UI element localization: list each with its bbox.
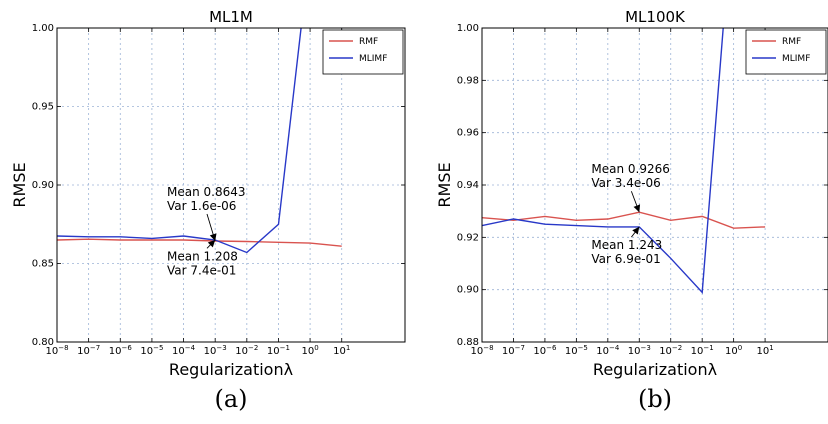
annotation-text: Var 7.4e-01 bbox=[167, 263, 236, 277]
legend-box bbox=[745, 29, 827, 75]
series-group bbox=[482, 28, 766, 294]
x-axis-label: Regularizationλ bbox=[593, 360, 717, 379]
annotation-arrowhead bbox=[633, 204, 641, 213]
x-tick-label: 100 bbox=[725, 344, 742, 357]
x-tick-label: 10−7 bbox=[502, 344, 525, 357]
x-tick-label: 10−3 bbox=[204, 344, 227, 357]
y-tick-label: 0.95 bbox=[32, 102, 54, 113]
annotation-text: Var 1.6e-06 bbox=[167, 199, 236, 213]
x-tick-label: 10−8 bbox=[45, 344, 68, 357]
x-tick-label: 10−8 bbox=[470, 344, 493, 357]
x-tick-label: 10−4 bbox=[172, 344, 196, 357]
legend-label: RMF bbox=[782, 37, 801, 47]
legend-label: MLIMF bbox=[359, 54, 387, 64]
x-tick-label: 10−3 bbox=[628, 344, 651, 357]
y-tick-label: 0.90 bbox=[32, 180, 54, 191]
y-axis-label: RMSE bbox=[435, 162, 454, 207]
y-tick-label: 0.85 bbox=[32, 259, 54, 270]
x-tick-label: 101 bbox=[333, 344, 350, 357]
panel-caption: (a) bbox=[214, 385, 247, 413]
annotation-text: Mean 0.9266 bbox=[591, 162, 670, 176]
x-tick-label: 10−4 bbox=[596, 344, 620, 357]
y-tick-label: 0.92 bbox=[457, 232, 479, 243]
x-tick-label: 10−2 bbox=[659, 344, 682, 357]
chart-title: ML1M bbox=[209, 8, 253, 26]
y-tick-label: 0.96 bbox=[457, 128, 479, 139]
annotation-arrowhead bbox=[207, 239, 216, 248]
x-tick-label: 10−5 bbox=[140, 344, 163, 357]
y-tick-label: 0.94 bbox=[457, 180, 479, 191]
series-line-mlimf bbox=[482, 28, 724, 294]
annotation-text: Mean 1.208 bbox=[167, 249, 238, 263]
chart-title: ML100K bbox=[625, 8, 686, 26]
y-tick-label: 0.90 bbox=[457, 285, 479, 296]
legend: RMF MLIMF bbox=[745, 29, 827, 75]
x-tick-label: 10−1 bbox=[267, 344, 290, 357]
series-group bbox=[57, 28, 342, 254]
x-tick-label: 10−6 bbox=[533, 344, 557, 357]
x-tick-label: 101 bbox=[756, 344, 773, 357]
x-tick-label: 10−6 bbox=[109, 344, 133, 357]
plot-area bbox=[482, 28, 828, 342]
legend: RMF MLIMF bbox=[322, 29, 404, 75]
y-tick-label: 0.98 bbox=[457, 75, 479, 86]
x-tick-label: 10−2 bbox=[235, 344, 258, 357]
annotation-arrowhead bbox=[632, 226, 640, 235]
series-line-mlimf bbox=[57, 28, 302, 254]
x-tick-label: 10−1 bbox=[691, 344, 714, 357]
series-line-rmf bbox=[57, 238, 342, 247]
annotation-text: Mean 1.243 bbox=[591, 238, 662, 252]
y-tick-label: 0.80 bbox=[32, 337, 54, 348]
y-tick-label: 1.00 bbox=[457, 23, 479, 34]
chart-panel-ml100k: 10−8 10−7 10−6 10−5 10−4 10−3 10−2 10−1 100 101 0.… bbox=[435, 8, 828, 413]
y-tick-label: 0.88 bbox=[457, 337, 479, 348]
y-axis-label: RMSE bbox=[10, 162, 29, 207]
annotation-text: Var 6.9e-01 bbox=[591, 252, 660, 266]
legend-label: RMF bbox=[359, 37, 378, 47]
y-tick-label: 1.00 bbox=[32, 23, 54, 34]
legend-label: MLIMF bbox=[782, 54, 810, 64]
annotation-text: Mean 0.8643 bbox=[167, 185, 246, 199]
annotation-text: Var 3.4e-06 bbox=[591, 176, 660, 190]
x-tick-label: 10−5 bbox=[565, 344, 588, 357]
x-tick-label: 100 bbox=[301, 344, 318, 357]
series-line-rmf bbox=[482, 211, 766, 229]
chart-panel-ml1m: 10−8 10−7 10−6 10−5 10−4 10−3 10−2 10−1 100 101 0.… bbox=[10, 8, 406, 413]
annotation-arrowhead bbox=[209, 233, 217, 242]
legend-box bbox=[322, 29, 404, 75]
x-axis-label: Regularizationλ bbox=[169, 360, 293, 379]
x-tick-label: 10−7 bbox=[77, 344, 100, 357]
panel-caption: (b) bbox=[638, 385, 672, 413]
